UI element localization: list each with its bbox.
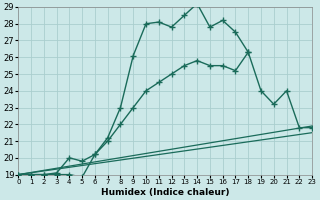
X-axis label: Humidex (Indice chaleur): Humidex (Indice chaleur) <box>101 188 229 197</box>
